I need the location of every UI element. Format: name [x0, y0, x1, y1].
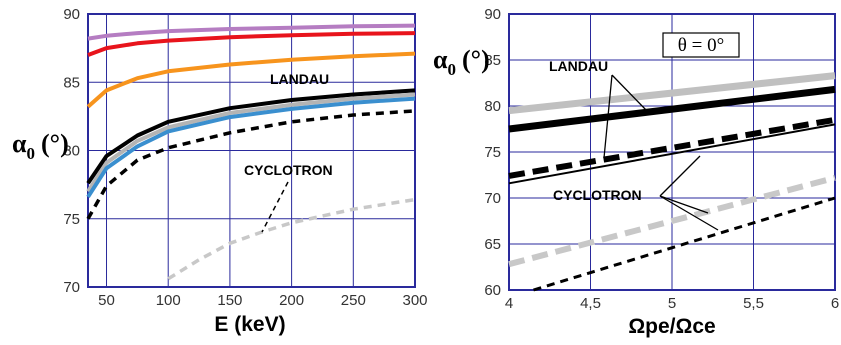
x-tick-label: 250 — [341, 292, 366, 309]
left-y-axis-label: α0 (°) — [12, 129, 69, 163]
left-y-axis-symbol: α — [12, 129, 27, 158]
right-series — [508, 72, 836, 292]
right-cyclotron-pointer-3 — [659, 155, 701, 197]
left-series — [86, 23, 416, 281]
x-tick-label: 4,5 — [580, 295, 601, 312]
right-y-axis-symbol: α — [433, 45, 448, 74]
right-grid — [508, 14, 836, 290]
series-line-2 — [508, 85, 836, 133]
y-tick-label: 65 — [484, 236, 501, 253]
left-x-axis-label: E (keV) — [214, 313, 285, 336]
x-tick-label: 150 — [217, 292, 242, 309]
series-line-7 — [86, 109, 416, 220]
x-tick-label: 6 — [831, 295, 839, 312]
right-x-tick-labels: 4 4,5 5 5,5 6 — [505, 295, 839, 312]
x-tick-label: 5 — [668, 295, 676, 312]
y-tick-label: 80 — [63, 143, 80, 160]
right-cyclotron-pointer-1 — [659, 195, 709, 214]
series-line-5 — [86, 92, 416, 193]
y-tick-label: 70 — [484, 190, 501, 207]
x-tick-label: 5,5 — [743, 295, 764, 312]
y-tick-label: 90 — [63, 6, 80, 23]
series-line-8 — [167, 197, 416, 281]
series-line-3 — [508, 116, 836, 179]
x-tick-label: 300 — [402, 292, 427, 309]
right-theta-box — [662, 32, 740, 58]
series-line-1 — [508, 72, 836, 115]
left-y-axis-subscript: 0 — [27, 144, 36, 163]
series-line-1 — [87, 23, 416, 41]
left-chart: 50 100 150 200 250 300 70 75 80 85 90 E (keV) α0 (… — [12, 6, 428, 336]
series-line-4 — [86, 88, 416, 185]
series-line-3 — [86, 51, 416, 109]
left-grid — [88, 14, 416, 287]
y-tick-label: 80 — [484, 98, 501, 115]
left-annotation-landau: LANDAU — [270, 71, 329, 87]
y-tick-label: 85 — [484, 52, 501, 69]
left-y-axis-unit: (°) — [41, 129, 69, 158]
right-landau-pointer-2 — [603, 74, 613, 159]
right-y-axis-unit: (°) — [462, 45, 490, 74]
right-landau-pointer-1 — [611, 74, 649, 113]
y-tick-label: 75 — [63, 211, 80, 228]
series-line-4 — [508, 123, 836, 185]
left-y-tick-labels: 70 75 80 85 90 — [63, 6, 80, 296]
x-tick-label: 200 — [279, 292, 304, 309]
series-line-2 — [87, 31, 416, 57]
right-y-axis-label: α0 (°) — [433, 45, 490, 79]
y-tick-label: 85 — [63, 74, 80, 91]
y-tick-label: 75 — [484, 144, 501, 161]
right-x-axis-label: Ωpe/Ωce — [628, 315, 715, 338]
left-x-tick-labels: 50 100 150 200 250 300 — [98, 292, 427, 309]
right-y-tick-labels: 60 65 70 75 80 85 90 — [484, 6, 501, 299]
x-tick-label: 100 — [156, 292, 181, 309]
right-annotation-cyclotron: CYCLOTRON — [553, 187, 642, 203]
y-tick-label: 60 — [484, 282, 501, 299]
right-y-axis-subscript: 0 — [448, 60, 457, 79]
right-cyclotron-pointer-2 — [659, 195, 719, 231]
left-cyclotron-pointer — [261, 181, 289, 233]
right-annotation-landau: LANDAU — [549, 58, 608, 74]
right-chart: 4 4,5 5 5,5 6 60 65 70 75 80 85 90 Ωpe/Ωce α0 (°) θ… — [433, 6, 839, 338]
x-tick-label: 4 — [505, 295, 513, 312]
x-tick-label: 50 — [98, 292, 115, 309]
series-line-5 — [508, 174, 836, 268]
series-line-6 — [533, 196, 836, 292]
y-tick-label: 70 — [63, 279, 80, 296]
left-annotation-cyclotron: CYCLOTRON — [244, 162, 333, 178]
right-theta-label: θ = 0° — [678, 35, 724, 56]
y-tick-label: 90 — [484, 6, 501, 23]
series-line-6 — [86, 96, 416, 198]
